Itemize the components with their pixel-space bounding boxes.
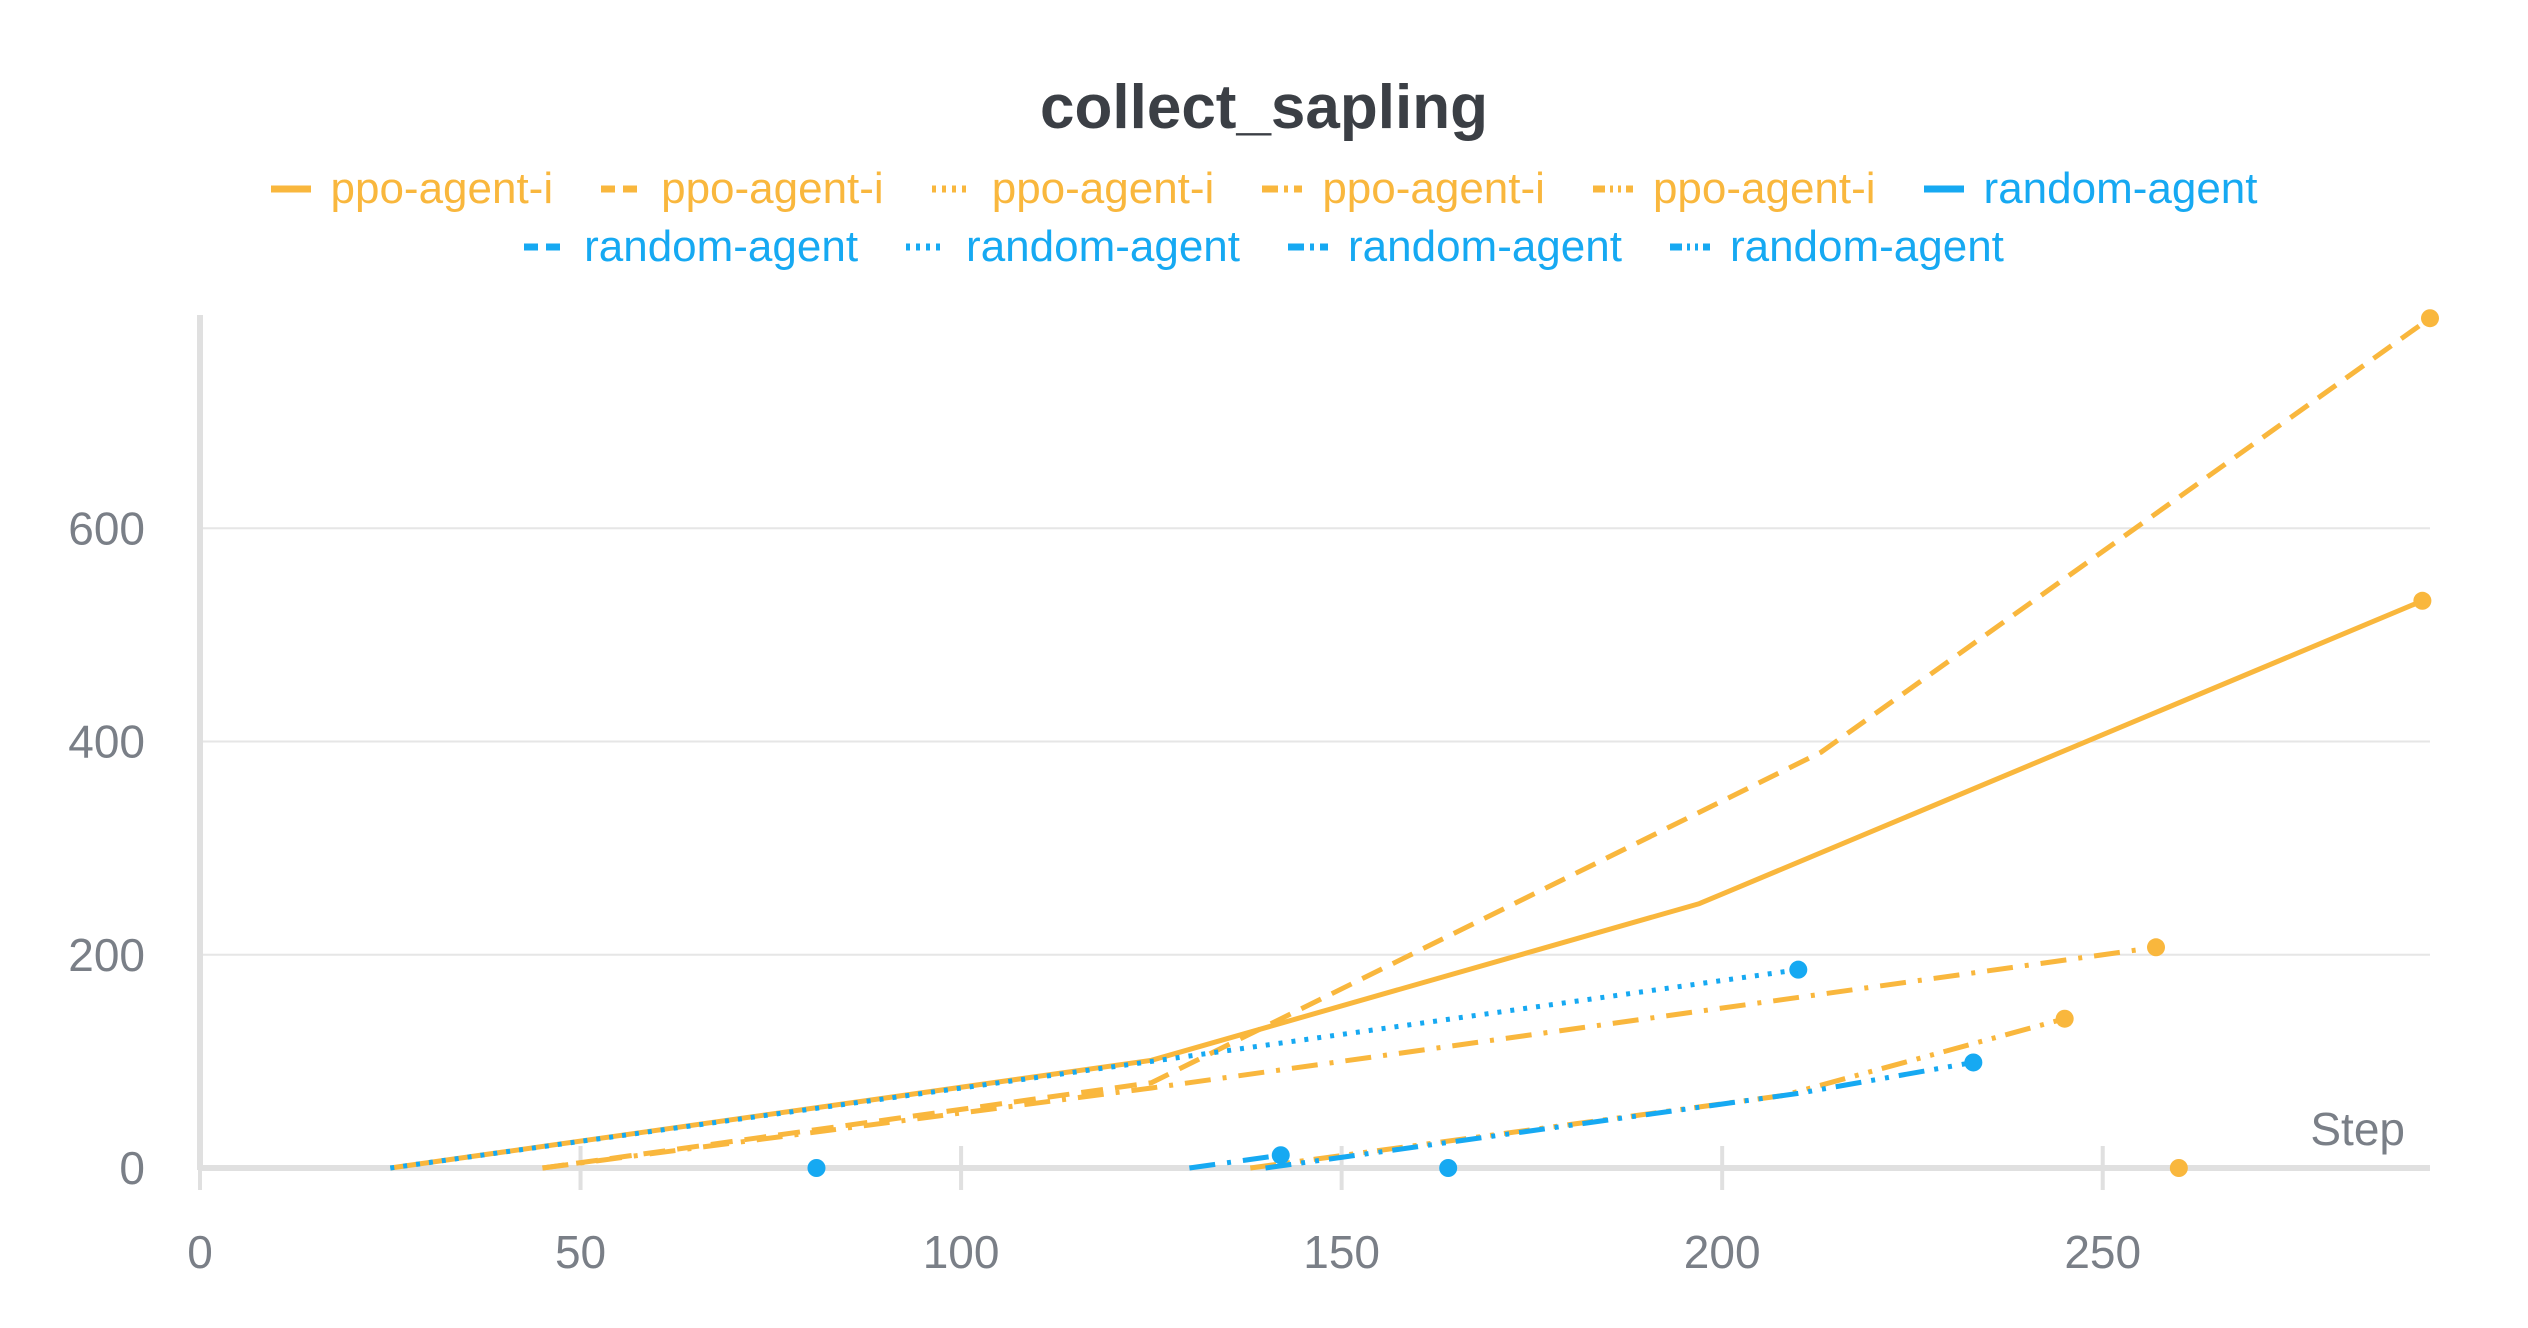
legend-label: random-agent <box>1348 222 1622 271</box>
y-tick-label: 0 <box>119 1142 145 1194</box>
legend-item[interactable]: ppo-agent-i <box>1262 164 1545 214</box>
x-tick-label: 0 <box>187 1226 213 1278</box>
legend-item[interactable]: ppo-agent-i <box>931 164 1215 214</box>
legend-item[interactable]: random-agent <box>524 222 858 272</box>
series-end-point-4 <box>2055 1009 2074 1028</box>
legend-swatch <box>270 185 311 193</box>
legend-label: random-agent <box>584 222 859 271</box>
legend-item[interactable]: random-agent <box>1669 222 2004 272</box>
legend-label: ppo-agent-i <box>330 164 554 213</box>
series-end-point-1 <box>2421 309 2439 328</box>
y-tick-label: 400 <box>68 716 145 768</box>
chart-title: collect_sapling <box>1040 73 1488 142</box>
legend-label: random-agent <box>1983 164 2258 213</box>
y-tick-label: 600 <box>68 502 145 554</box>
x-tick-label: 200 <box>1684 1226 1761 1278</box>
legend-item[interactable]: ppo-agent-i <box>601 164 884 214</box>
legend-swatch <box>1262 185 1303 193</box>
legend-label: ppo-agent-i <box>1322 164 1545 213</box>
legend-item[interactable]: random-agent <box>906 222 1240 272</box>
series-end-point-2 <box>2169 1159 2188 1177</box>
legend-row: ppo-agent-i ppo-agent-i ppo-agent-i ppo-age… <box>0 160 2528 218</box>
legend-swatch <box>906 243 947 251</box>
y-tick-label: 200 <box>68 929 145 981</box>
series-end-point-5 <box>807 1159 826 1177</box>
legend-swatch <box>931 185 972 193</box>
legend-label: random-agent <box>1729 222 2004 271</box>
x-axis-label: Step <box>2310 1103 2405 1155</box>
series-line-8 <box>1189 1152 1282 1171</box>
x-tick-label: 250 <box>2064 1226 2141 1278</box>
x-tick-label: 50 <box>555 1226 606 1278</box>
legend-row: random-agent random-agent random-agent rand… <box>0 218 2528 276</box>
series-end-point-7 <box>1789 960 1808 979</box>
legend-swatch <box>524 243 565 251</box>
series-line-9 <box>1265 1059 1974 1171</box>
legend-swatch <box>601 185 642 193</box>
series-end-point-3 <box>2147 938 2166 957</box>
legend-swatch <box>1669 243 1710 251</box>
legend: ppo-agent-i ppo-agent-i ppo-agent-i ppo-age… <box>0 160 2528 276</box>
series-end-point-0 <box>2413 591 2432 610</box>
legend-label: random-agent <box>966 222 1240 271</box>
x-tick-label: 150 <box>1303 1226 1380 1278</box>
legend-item[interactable]: random-agent <box>1288 222 1622 272</box>
legend-item[interactable]: ppo-agent-i <box>1592 164 1876 214</box>
legend-swatch <box>1592 185 1633 193</box>
series-line-1 <box>542 316 2432 1171</box>
series-line-3 <box>542 944 2157 1171</box>
series-line-7 <box>389 967 1799 1171</box>
legend-label: ppo-agent-i <box>1652 164 1876 213</box>
legend-item[interactable]: ppo-agent-i <box>270 164 554 214</box>
legend-swatch <box>1923 185 1964 193</box>
legend-label: ppo-agent-i <box>991 164 1215 213</box>
series-line-4 <box>1249 1016 2066 1171</box>
series-end-point-9 <box>1964 1053 1983 1072</box>
x-tick-label: 100 <box>923 1226 1000 1278</box>
legend-swatch <box>1288 243 1328 251</box>
series-end-point-8 <box>1271 1146 1290 1165</box>
series-end-point-6 <box>1439 1159 1458 1177</box>
legend-item[interactable]: random-agent <box>1923 164 2258 214</box>
series-line-0 <box>389 598 2424 1171</box>
legend-label: ppo-agent-i <box>661 164 884 213</box>
